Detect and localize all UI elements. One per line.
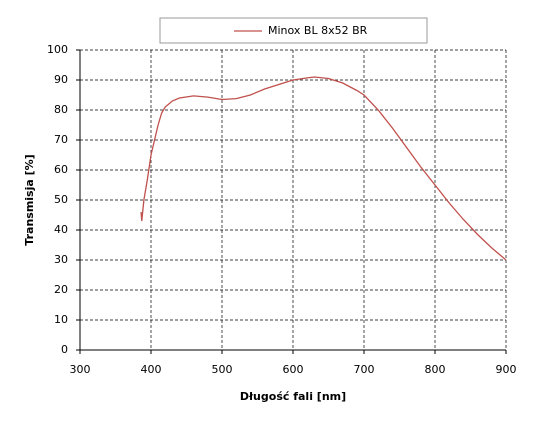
- y-tick-label: 60: [54, 163, 68, 176]
- y-tick-label: 0: [61, 343, 68, 356]
- y-axis-label: Transmisja [%]: [23, 154, 36, 245]
- y-tick-label: 100: [47, 43, 68, 56]
- x-tick-label: 500: [212, 363, 233, 376]
- y-tick-label: 80: [54, 103, 68, 116]
- x-axis-label: Długość fali [nm]: [240, 390, 346, 403]
- y-tick-label: 10: [54, 313, 68, 326]
- y-tick-label: 20: [54, 283, 68, 296]
- x-tick-label: 800: [425, 363, 446, 376]
- data-line: [140, 76, 507, 261]
- y-tick-label: 40: [54, 223, 68, 236]
- x-tick-label: 700: [354, 363, 375, 376]
- x-tick-label: 300: [70, 363, 91, 376]
- y-tick-label: 30: [54, 253, 68, 266]
- y-tick-label: 90: [54, 73, 68, 86]
- x-tick-label: 900: [496, 363, 517, 376]
- x-tick-label: 400: [141, 363, 162, 376]
- legend-label: Minox BL 8x52 BR: [268, 24, 368, 37]
- y-tick-label: 50: [54, 193, 68, 206]
- x-tick-label: 600: [283, 363, 304, 376]
- y-tick-label: 70: [54, 133, 68, 146]
- legend-box: [159, 17, 428, 44]
